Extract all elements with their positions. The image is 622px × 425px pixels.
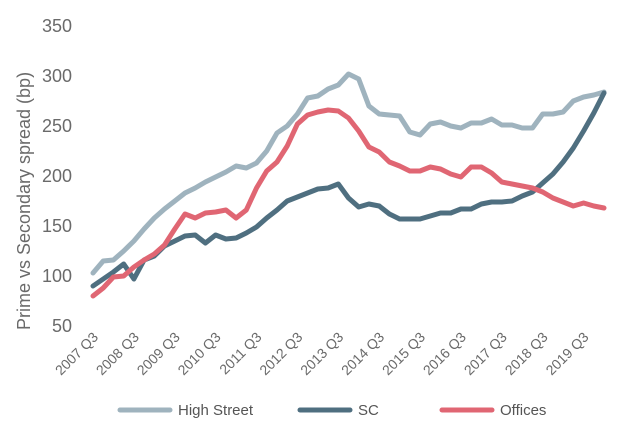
x-tick-label: 2011 Q3 <box>216 329 265 378</box>
y-tick-label: 250 <box>42 116 72 136</box>
y-tick-label: 100 <box>42 266 72 286</box>
x-tick-label: 2012 Q3 <box>256 329 305 378</box>
series-lines <box>90 71 607 299</box>
series-line-high-street <box>90 71 607 276</box>
legend-label: SC <box>358 402 379 419</box>
x-tick-label: 2013 Q3 <box>297 329 346 378</box>
y-axis-ticks: 50 100 150 200 250 300 350 <box>42 16 72 336</box>
x-tick-label: 2019 Q3 <box>542 329 591 378</box>
y-tick-label: 200 <box>42 166 72 186</box>
x-tick-label: 2018 Q3 <box>502 329 551 378</box>
y-tick-label: 350 <box>42 16 72 36</box>
x-tick-label: 2016 Q3 <box>420 329 469 378</box>
x-tick-label: 2015 Q3 <box>379 329 428 378</box>
y-tick-label: 150 <box>42 216 72 236</box>
x-tick-label: 2007 Q3 <box>52 329 101 378</box>
legend: High Street SC Offices <box>117 402 546 419</box>
legend-label: High Street <box>178 402 254 419</box>
y-tick-label: 50 <box>52 316 72 336</box>
series-line-sc <box>90 90 607 289</box>
legend-label: Offices <box>500 402 546 419</box>
series-line-offices <box>90 107 607 299</box>
y-axis-title: Prime vs Secondary spread (bp) <box>14 72 34 330</box>
x-tick-label: 2014 Q3 <box>338 329 387 378</box>
x-tick-label: 2009 Q3 <box>134 329 183 378</box>
x-tick-label: 2017 Q3 <box>461 329 510 378</box>
x-tick-label: 2010 Q3 <box>174 329 223 378</box>
x-tick-label: 2008 Q3 <box>93 329 142 378</box>
y-tick-label: 300 <box>42 66 72 86</box>
